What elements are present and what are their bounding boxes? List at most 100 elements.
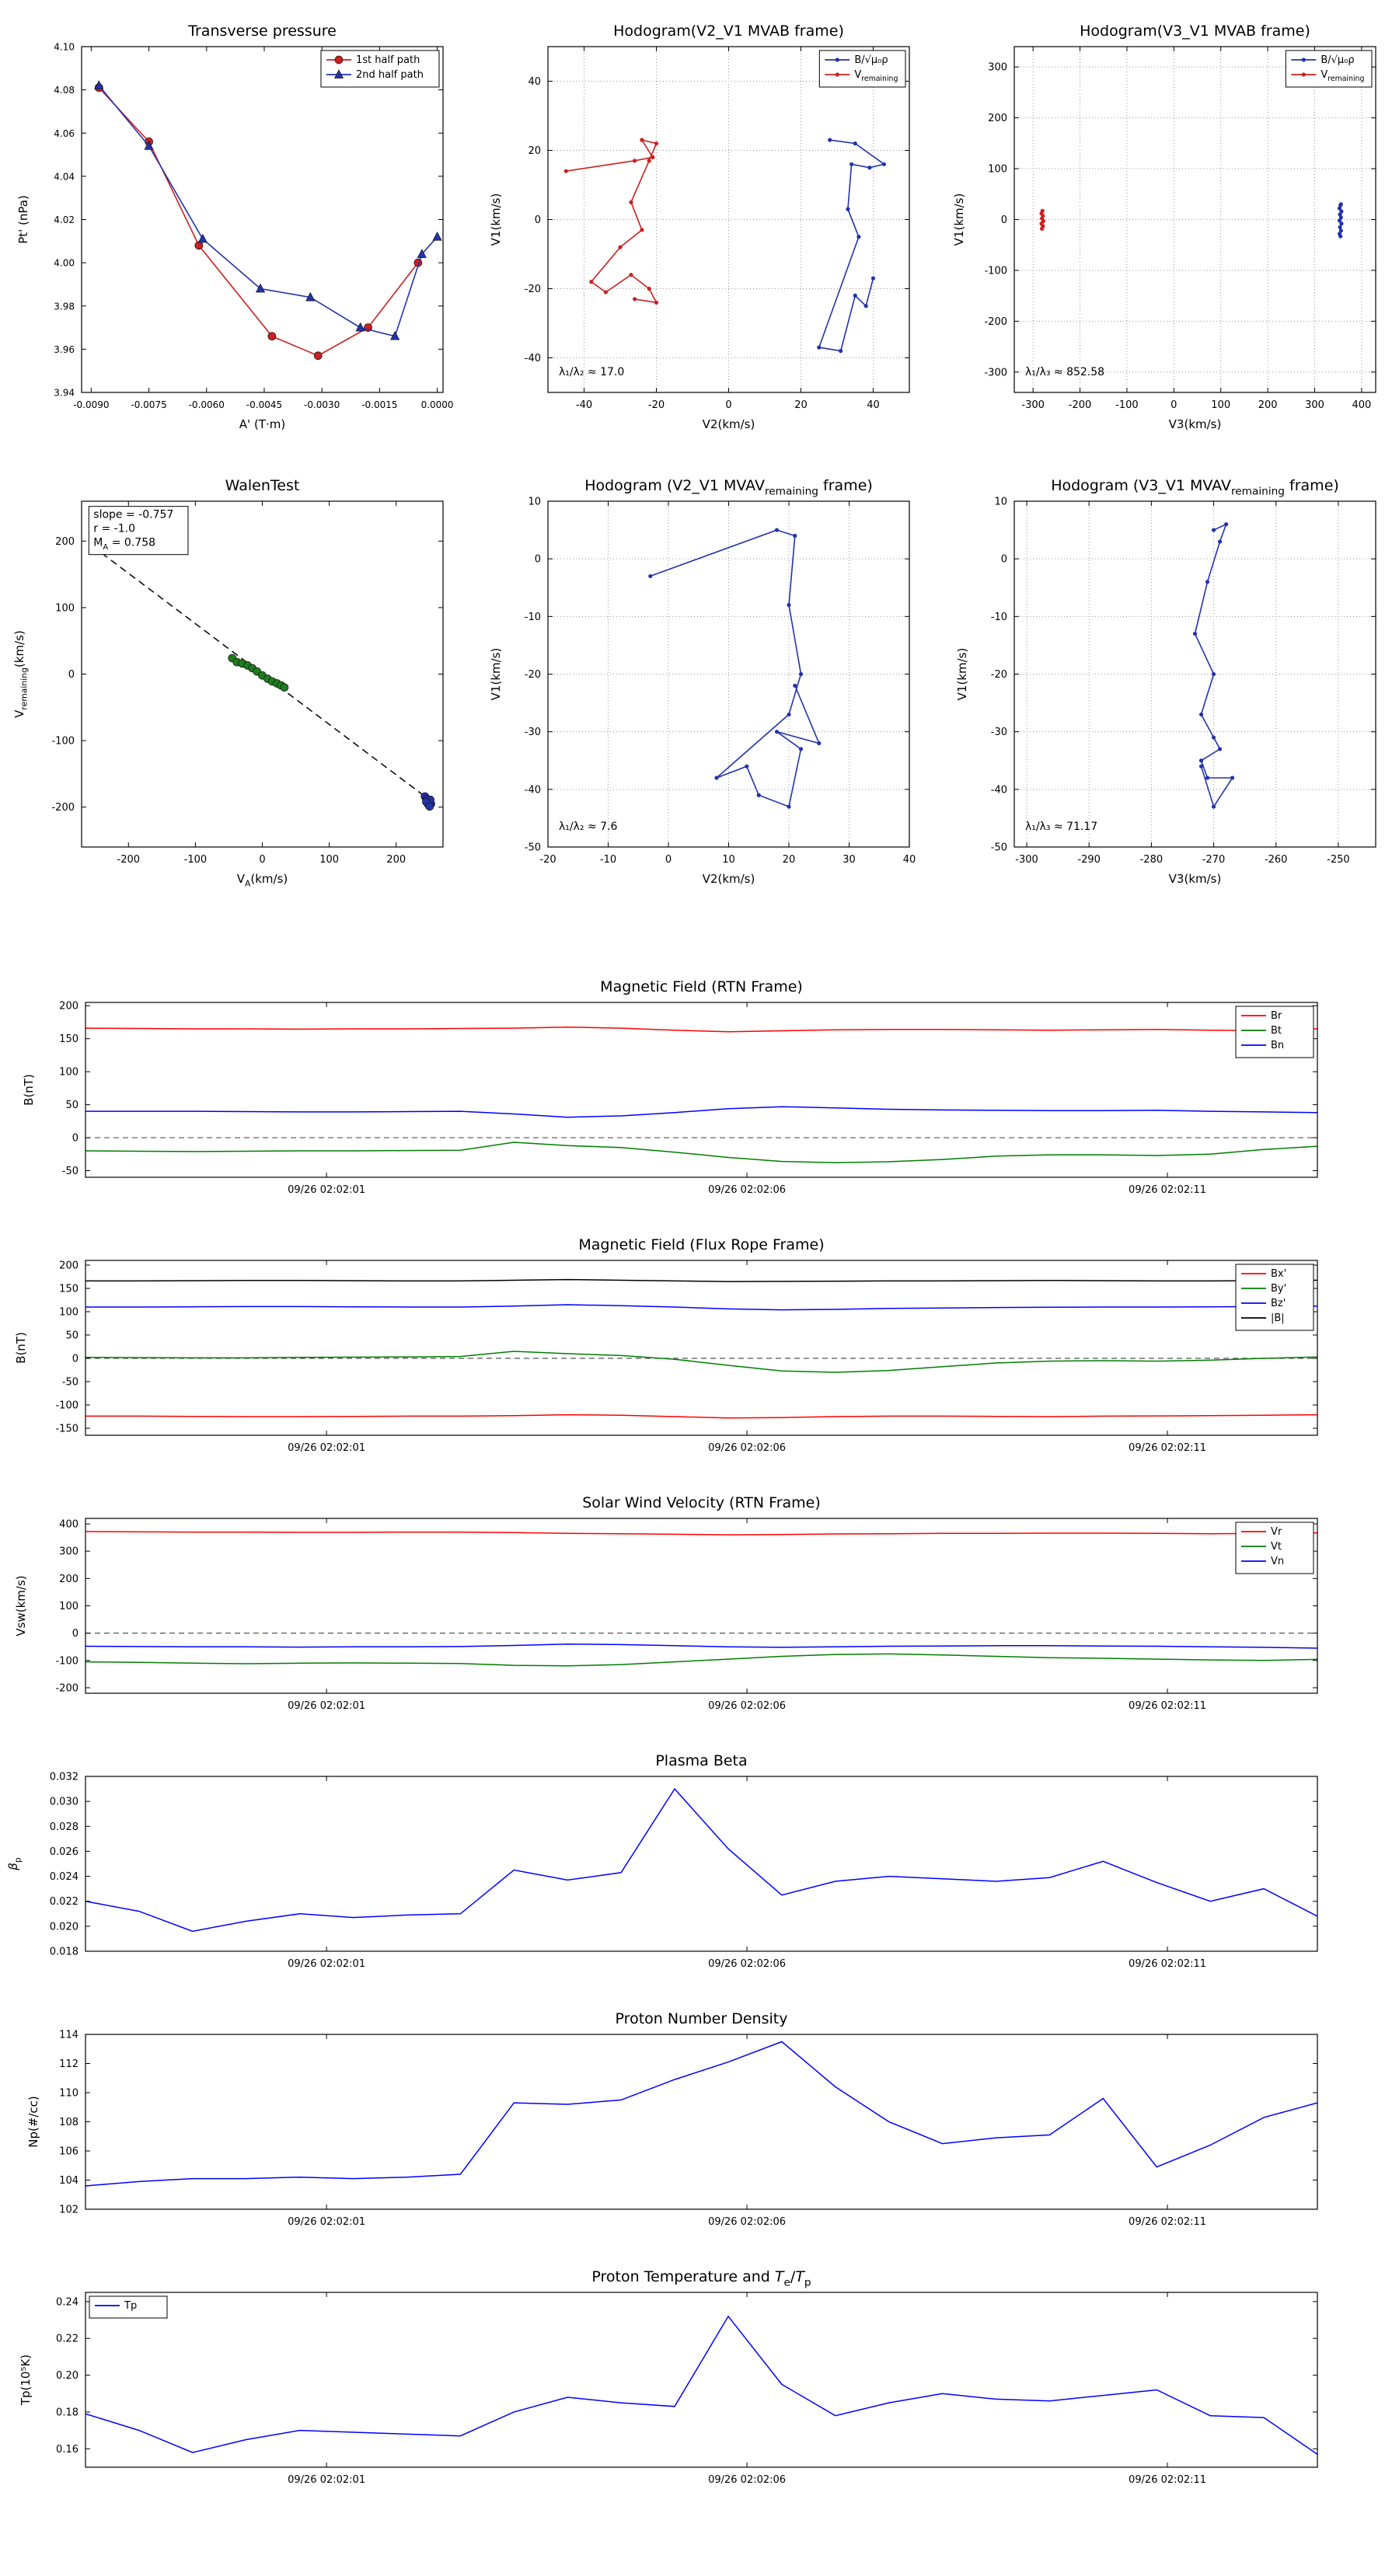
y-tick-label: 100 bbox=[59, 1067, 78, 1079]
x-tick-label: -280 bbox=[1140, 854, 1164, 866]
x-tick-label: -0.0090 bbox=[73, 399, 109, 410]
x-tick-label: 09/26 02:02:06 bbox=[708, 1700, 786, 1712]
legend-box bbox=[1235, 1522, 1314, 1574]
x-tick-label: 09/26 02:02:11 bbox=[1129, 2474, 1206, 2486]
x-tick-label: 200 bbox=[1258, 399, 1278, 411]
y-axis-label: V1(km/s) bbox=[955, 648, 969, 701]
marker-dot bbox=[647, 159, 651, 163]
marker-dot bbox=[714, 776, 719, 780]
y-tick-label: -20 bbox=[525, 669, 541, 681]
y-tick-label: 0.20 bbox=[56, 2370, 78, 2382]
marker-dot bbox=[647, 286, 651, 291]
y-tick-label: 200 bbox=[59, 1574, 78, 1585]
series-group bbox=[1192, 522, 1235, 809]
marker-triangle bbox=[417, 249, 427, 258]
series-B-hodogram bbox=[818, 139, 886, 352]
legend-label: Bx' bbox=[1271, 1268, 1286, 1280]
marker-dot bbox=[745, 764, 749, 769]
marker-dot bbox=[793, 683, 797, 688]
y-axis-label: βp bbox=[6, 1857, 23, 1871]
x-tick-label: -10 bbox=[600, 854, 616, 866]
series-B-hodogram bbox=[1194, 523, 1234, 808]
y-tick-label: 4.08 bbox=[54, 85, 75, 96]
legend-box bbox=[1285, 50, 1373, 88]
marker-dot bbox=[828, 138, 832, 142]
x-tick-label: 09/26 02:02:01 bbox=[288, 2474, 365, 2486]
y-tick-label: 4.06 bbox=[54, 128, 75, 139]
legend-label: Tp bbox=[124, 2300, 137, 2312]
x-tick-label: 100 bbox=[1211, 399, 1230, 411]
y-tick-label: -150 bbox=[55, 1424, 78, 1435]
chart-transverse-pressure: -0.0090 -0.0075 -0.0060 -0.0045 -0.0030 -0.00… bbox=[0, 12, 466, 451]
y-tick-label: 150 bbox=[59, 1034, 78, 1045]
axes-frame bbox=[85, 2292, 1318, 2468]
marker-dot bbox=[1040, 208, 1045, 213]
y-tick-label: 0.030 bbox=[50, 1797, 78, 1808]
x-axis-label: V2(km/s) bbox=[703, 417, 755, 431]
y-tick-label: 200 bbox=[59, 1260, 78, 1272]
y-tick-label: 0 bbox=[72, 1628, 78, 1640]
marker-dot bbox=[856, 235, 861, 239]
x-tick-label: 20 bbox=[794, 399, 808, 411]
proton-temperature-plot: 09/26 02:02:01 09/26 02:02:06 09/26 02:02:… bbox=[19, 2268, 1318, 2486]
marker-dot bbox=[651, 155, 655, 159]
x-axis-label: V3(km/s) bbox=[1169, 417, 1222, 431]
x-tick-label: -0.0015 bbox=[361, 399, 397, 410]
legend-label: Vremaining bbox=[1321, 69, 1364, 83]
marker-dot bbox=[633, 159, 637, 163]
marker-circle bbox=[334, 55, 344, 64]
y-tick-label: -200 bbox=[55, 1682, 78, 1694]
marker-dot bbox=[870, 276, 876, 281]
annotation: λ₁/λ₃ ≈ 852.58 bbox=[1025, 366, 1104, 378]
series-Bn bbox=[85, 1106, 1317, 1118]
marker-triangle bbox=[355, 322, 365, 332]
marker-dot bbox=[756, 793, 761, 797]
marker-dot bbox=[654, 300, 659, 305]
x-tick-label: -20 bbox=[539, 854, 556, 866]
y-tick-label: 104 bbox=[59, 2175, 78, 2187]
y-axis-label: B(nT) bbox=[14, 1332, 28, 1364]
analysis-row-2: -200 -100 0 100 200 -200 -100 0 100 200 WalenTest V… bbox=[0, 466, 1399, 905]
x-tick-label: 200 bbox=[386, 854, 406, 866]
y-tick-label: 0.18 bbox=[56, 2407, 78, 2418]
x-tick-label: 0 bbox=[1170, 399, 1177, 411]
series-Vt bbox=[85, 1653, 1317, 1667]
x-tick-label: -200 bbox=[117, 854, 141, 866]
marker-dot bbox=[603, 290, 608, 295]
y-tick-label: 0.028 bbox=[50, 1821, 78, 1833]
x-tick-label: -40 bbox=[576, 399, 592, 411]
marker-dot bbox=[1198, 758, 1204, 763]
marker-dot bbox=[1211, 671, 1216, 677]
y-tick-label: 0.16 bbox=[56, 2444, 78, 2456]
chart-title: Hodogram (V3_V1 MVAVremaining frame) bbox=[1051, 477, 1339, 498]
marker-dot bbox=[787, 804, 791, 809]
marker-dot bbox=[1230, 776, 1235, 780]
y-tick-label: 0 bbox=[72, 1133, 78, 1145]
marker-dot bbox=[1211, 735, 1216, 740]
legend-label: Vn bbox=[1271, 1556, 1284, 1567]
y-tick-label: -100 bbox=[55, 1400, 78, 1412]
marker-dot bbox=[1338, 225, 1342, 229]
chart-title: Proton Number Density bbox=[616, 2010, 788, 2027]
y-tick-label: 0 bbox=[1001, 554, 1007, 566]
figure-canvas: -0.0090 -0.0075 -0.0060 -0.0045 -0.0030 -0.00… bbox=[0, 12, 1399, 2576]
marker-dot bbox=[640, 228, 644, 232]
legend-label: Bt bbox=[1271, 1025, 1282, 1037]
y-tick-label: 200 bbox=[59, 1001, 78, 1013]
y-tick-label: 112 bbox=[59, 2058, 78, 2070]
x-tick-label: 09/26 02:02:06 bbox=[708, 2216, 786, 2228]
y-tick-label: 0 bbox=[535, 554, 541, 566]
x-tick-label: 40 bbox=[903, 854, 916, 866]
chart-proton-number-density: 09/26 02:02:01 09/26 02:02:06 09/26 02:02:… bbox=[0, 1999, 1399, 2248]
marker-dot bbox=[629, 273, 633, 277]
marker-dot bbox=[1338, 202, 1343, 207]
chart-title: Magnetic Field (RTN Frame) bbox=[600, 978, 803, 995]
series-Np bbox=[85, 2041, 1317, 2187]
x-tick-label: 09/26 02:02:06 bbox=[708, 1184, 786, 1196]
y-tick-label: 0.020 bbox=[50, 1921, 78, 1933]
y-tick-label: 0.032 bbox=[50, 1772, 78, 1783]
chart-title: Hodogram(V2_V1 MVAB frame) bbox=[613, 23, 844, 40]
y-tick-label: 100 bbox=[988, 164, 1007, 176]
series-B-hodogram bbox=[650, 529, 821, 808]
legend-label: B/√μ₀ρ bbox=[1321, 54, 1354, 66]
